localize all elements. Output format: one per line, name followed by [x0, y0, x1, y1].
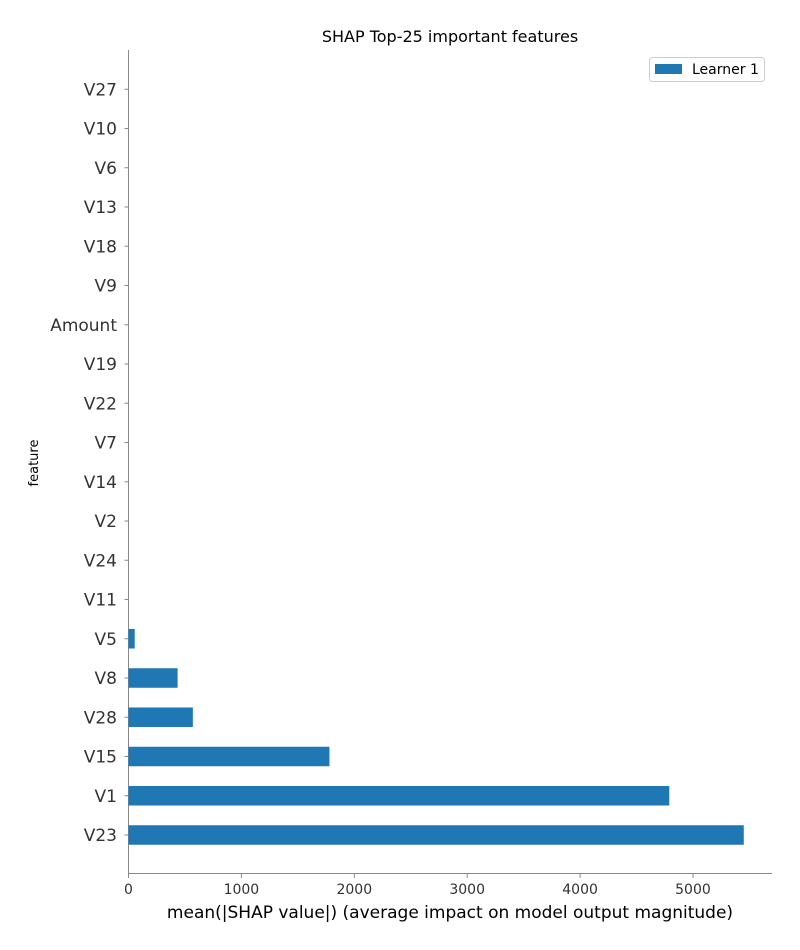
bar-v15	[128, 746, 330, 767]
y-tick-label: V11	[84, 591, 117, 611]
y-tick-label: V2	[95, 512, 117, 532]
y-tick-label: V13	[84, 198, 117, 218]
y-tick-label: Amount	[50, 316, 117, 336]
legend-frame	[649, 57, 765, 82]
y-tick-label: V18	[84, 237, 117, 257]
y-tick-label: V7	[95, 434, 117, 454]
legend-label: Learner 1	[692, 62, 759, 78]
legend: Learner 1	[649, 57, 765, 82]
bar-v8	[128, 668, 178, 688]
y-tick-label: V6	[95, 159, 117, 179]
y-tick-label: V15	[84, 748, 117, 768]
chart-title: SHAP Top-25 important features	[322, 27, 578, 46]
bar-v28	[128, 707, 193, 727]
x-tick-label: 4000	[562, 882, 598, 898]
x-tick-label: 1000	[224, 882, 260, 898]
bars-group	[128, 629, 744, 845]
y-tick-label: V22	[84, 394, 117, 414]
x-tick-label: 0	[124, 882, 133, 898]
y-tick-label: V24	[84, 551, 117, 571]
y-tick-label: V19	[84, 355, 117, 375]
x-tick-label: 2000	[336, 882, 372, 898]
bar-v1	[128, 786, 670, 806]
y-tick-label: V10	[84, 120, 117, 140]
bar-v23	[128, 825, 744, 845]
legend-swatch	[655, 64, 682, 74]
y-tick-label: V5	[95, 630, 117, 650]
y-tick-label: V8	[95, 669, 117, 689]
x-tick-label: 3000	[449, 882, 485, 898]
y-tick-label: V14	[84, 473, 117, 493]
x-axis-label: mean(|SHAP value|) (average impact on mo…	[167, 903, 733, 923]
bar-v5	[128, 629, 135, 649]
y-tick-label: V27	[84, 80, 117, 100]
x-ticks-group: 0 1000 2000 3000 4000 5000	[124, 873, 711, 898]
x-tick-label: 5000	[675, 882, 711, 898]
y-tick-label: V23	[84, 826, 117, 846]
y-ticks-group: V23 V1 V15 V28 V8 V5 V11 V24 V2 V14 V7 V22 V19 Amount…	[50, 80, 129, 846]
y-tick-label: V28	[84, 708, 117, 728]
y-tick-label: V9	[95, 277, 117, 297]
y-axis-label: feature	[27, 440, 42, 487]
y-tick-label: V1	[95, 787, 117, 807]
